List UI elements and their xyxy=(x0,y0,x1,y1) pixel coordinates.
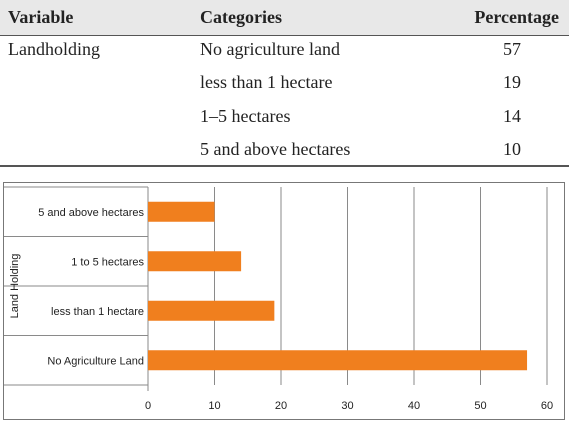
x-tick-label: 20 xyxy=(275,400,287,412)
bar-chart: 0 10 20 30 40 50 60 5 and above hectares 1 to 5 … xyxy=(4,186,553,412)
table-header-row xyxy=(0,0,569,35)
bar xyxy=(148,251,242,272)
data-table: Variable Categories Percentage Landholdi… xyxy=(0,0,569,167)
cell-percentage: 57 xyxy=(503,39,521,59)
header-variable: Variable xyxy=(8,7,74,27)
x-tick-label: 0 xyxy=(145,400,151,412)
table-header-rule xyxy=(0,35,569,36)
cell-percentage: 14 xyxy=(503,106,521,126)
cell-percentage: 10 xyxy=(503,139,521,159)
cell-percentage: 19 xyxy=(503,72,521,92)
header-percentage: Percentage xyxy=(474,7,559,27)
x-tick-label: 50 xyxy=(474,400,486,412)
bar xyxy=(148,350,528,371)
cell-category: 5 and above hectares xyxy=(200,139,351,159)
header-categories: Categories xyxy=(200,7,282,27)
category-label: 1 to 5 hectares xyxy=(71,256,144,268)
cell-variable: Landholding xyxy=(8,39,100,59)
bar xyxy=(148,300,275,321)
y-axis-label: Land Holding xyxy=(9,254,21,319)
chart-frame: 0 10 20 30 40 50 60 5 and above hectares 1 to 5 … xyxy=(3,182,565,420)
x-tick-label: 60 xyxy=(541,400,553,412)
category-label: No Agriculture Land xyxy=(47,355,144,367)
category-label: 5 and above hectares xyxy=(38,207,144,219)
cell-category: 1–5 hectares xyxy=(200,106,291,126)
x-tick-label: 30 xyxy=(341,400,353,412)
bar xyxy=(148,201,215,222)
cell-category: No agriculture land xyxy=(200,39,340,59)
x-tick-label: 40 xyxy=(408,400,420,412)
x-tick-label: 10 xyxy=(208,400,220,412)
category-label: less than 1 hectare xyxy=(51,306,144,318)
cell-category: less than 1 hectare xyxy=(200,72,333,92)
table-bottom-rule xyxy=(0,165,569,167)
